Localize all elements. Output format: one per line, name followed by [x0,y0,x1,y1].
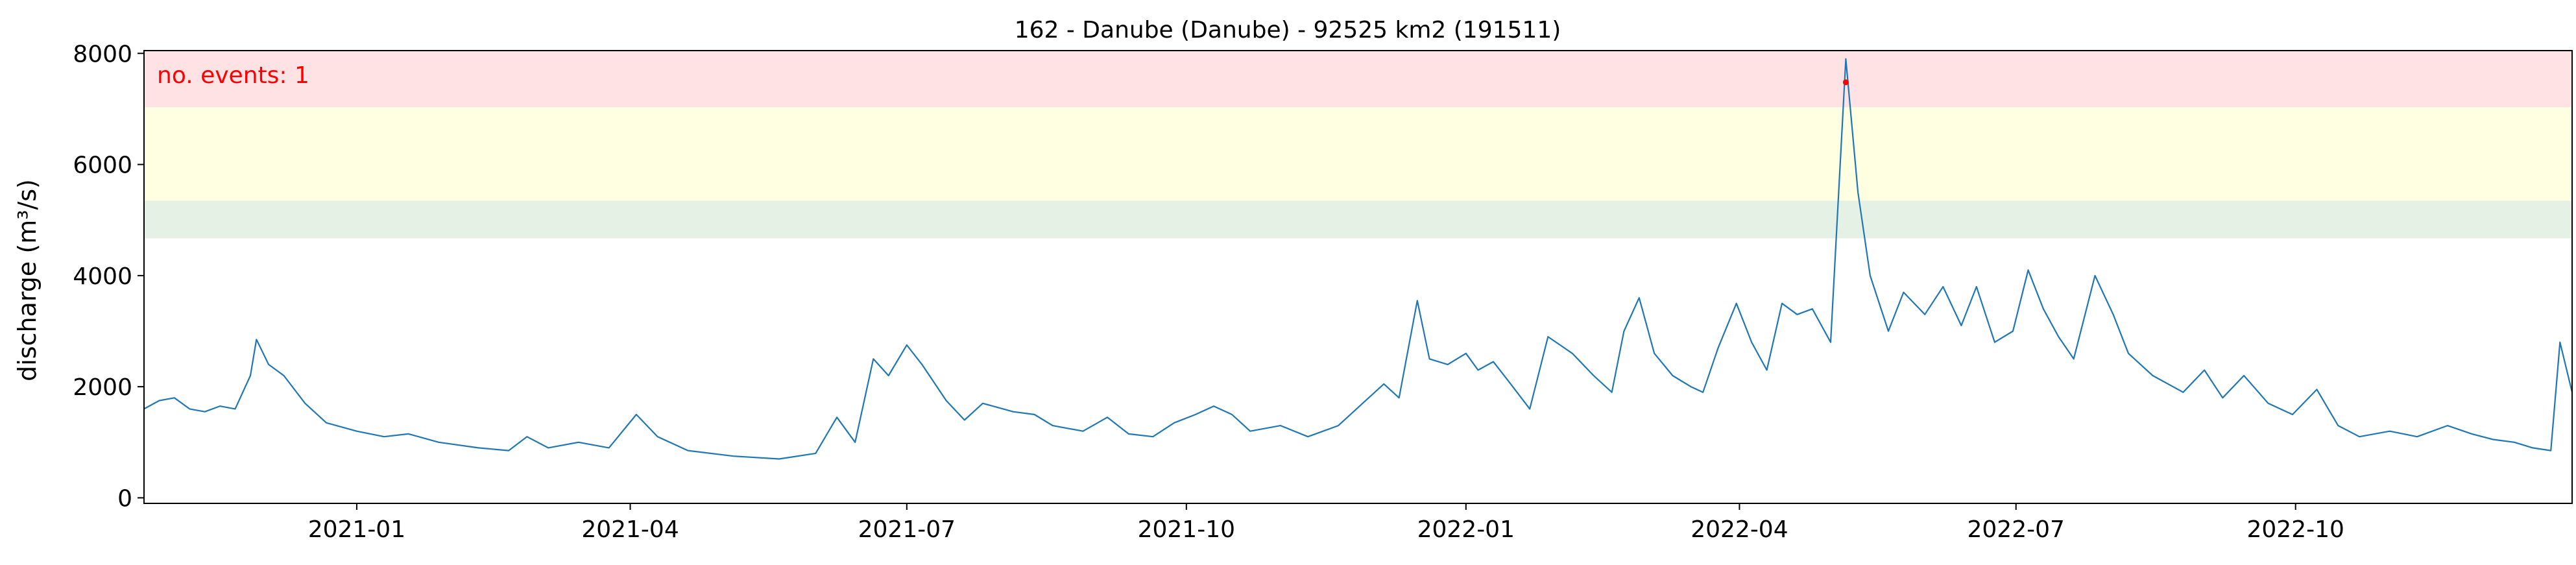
plot-frame [143,50,2573,504]
x-axis-ticks: 2021-01 2021-04 2021-07 2021-10 2022-01 2022-… [308,503,2344,543]
x-tick-label: 2022-07 [1968,516,2065,543]
series-line-0 [143,58,2573,460]
y-tick-label: 8000 [73,41,132,67]
x-tick-label: 2022-10 [2246,516,2344,543]
y-tick-label: 6000 [73,152,132,179]
event-marker [1842,79,1849,86]
x-tick-label: 2021-07 [858,516,956,543]
threshold-band-medium [144,107,2572,201]
x-tick-label: 2021-10 [1138,516,1235,543]
x-tick-label: 2022-01 [1417,516,1515,543]
x-tick-label: 2022-04 [1691,516,1788,543]
threshold-bands [144,51,2572,239]
y-axis-label: discharge (m³/s) [13,179,42,381]
x-tick-label: 2021-04 [581,516,679,543]
y-tick-label: 0 [117,485,132,512]
events-count-annotation: no. events: 1 [157,62,309,89]
chart-title: 162 - Danube (Danube) - 92525 km2 (19151… [1015,17,1561,43]
threshold-band-low [144,200,2572,239]
series-group [143,58,2573,460]
threshold-band-high [144,51,2572,108]
y-tick-label: 2000 [73,374,132,401]
y-axis-ticks: 0 2000 4000 6000 8000 [73,41,144,512]
event-markers [1842,79,1849,86]
y-tick-label: 4000 [73,263,132,290]
x-tick-label: 2021-01 [308,516,405,543]
